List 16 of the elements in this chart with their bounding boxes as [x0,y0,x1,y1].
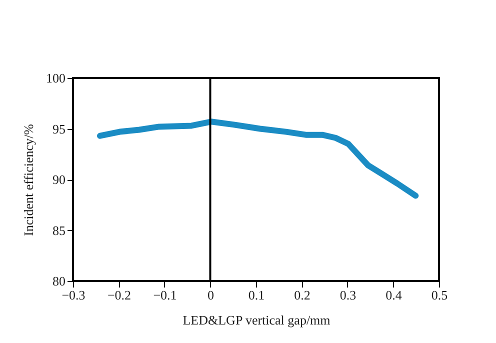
x-tick-label: 0 [208,288,214,302]
x-tick-label: 0.4 [386,288,402,302]
x-axis-title: LED&LGP vertical gap/mm [182,312,330,328]
x-tick-label: 0.5 [431,288,448,302]
x-tick-label: −0.2 [107,288,132,302]
x-tick-label: −0.1 [153,288,177,302]
y-axis-title: Incident efficiency/% [21,124,36,236]
x-tick-label: 0.2 [294,288,310,302]
x-tick-label: 0.1 [248,288,265,302]
y-tick-label: 80 [52,274,66,288]
x-tick-label: −0.3 [62,288,86,302]
y-tick-label: 95 [52,121,66,136]
y-tick-label: 100 [46,70,66,86]
x-tick-label: 0.3 [340,288,356,302]
y-tick-label: 90 [52,172,66,187]
y-tick-label: 85 [52,222,66,238]
